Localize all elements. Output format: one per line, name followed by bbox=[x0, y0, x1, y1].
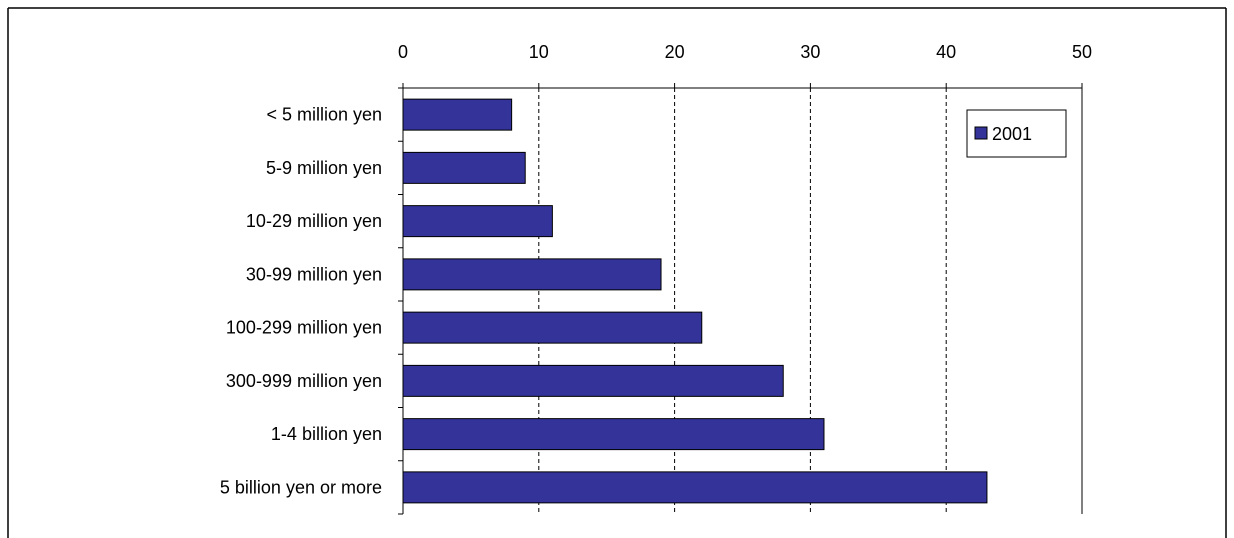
category-label: 1-4 billion yen bbox=[271, 424, 382, 444]
bar bbox=[402, 98, 513, 131]
x-tick-label: 20 bbox=[665, 42, 685, 62]
bar bbox=[402, 311, 703, 344]
x-tick-label: 50 bbox=[1072, 42, 1092, 62]
axes bbox=[398, 83, 1083, 515]
bar bbox=[402, 471, 988, 504]
x-tick-label: 40 bbox=[936, 42, 956, 62]
category-label: 5 billion yen or more bbox=[220, 477, 382, 497]
category-label: 300-999 million yen bbox=[226, 371, 382, 391]
bar bbox=[402, 151, 526, 184]
x-tick-label: 30 bbox=[800, 42, 820, 62]
category-label: 10-29 million yen bbox=[246, 211, 382, 231]
legend: 2001 bbox=[966, 109, 1067, 158]
bar bbox=[402, 258, 662, 291]
legend-swatch bbox=[974, 126, 988, 140]
x-tick-labels: 0 10 20 30 40 50 bbox=[398, 42, 1092, 62]
category-labels: < 5 million yen 5-9 million yen 10-29 mill… bbox=[220, 105, 382, 498]
bars bbox=[402, 98, 988, 504]
bar bbox=[402, 205, 553, 238]
legend-label: 2001 bbox=[992, 124, 1032, 144]
gridlines bbox=[538, 88, 947, 514]
category-label: < 5 million yen bbox=[266, 105, 382, 125]
bar bbox=[402, 418, 825, 451]
x-tick-label: 0 bbox=[398, 42, 408, 62]
category-label: 5-9 million yen bbox=[266, 158, 382, 178]
x-tick-label: 10 bbox=[529, 42, 549, 62]
category-label: 30-99 million yen bbox=[246, 264, 382, 284]
category-label: 100-299 million yen bbox=[226, 318, 382, 338]
bar bbox=[402, 364, 784, 397]
